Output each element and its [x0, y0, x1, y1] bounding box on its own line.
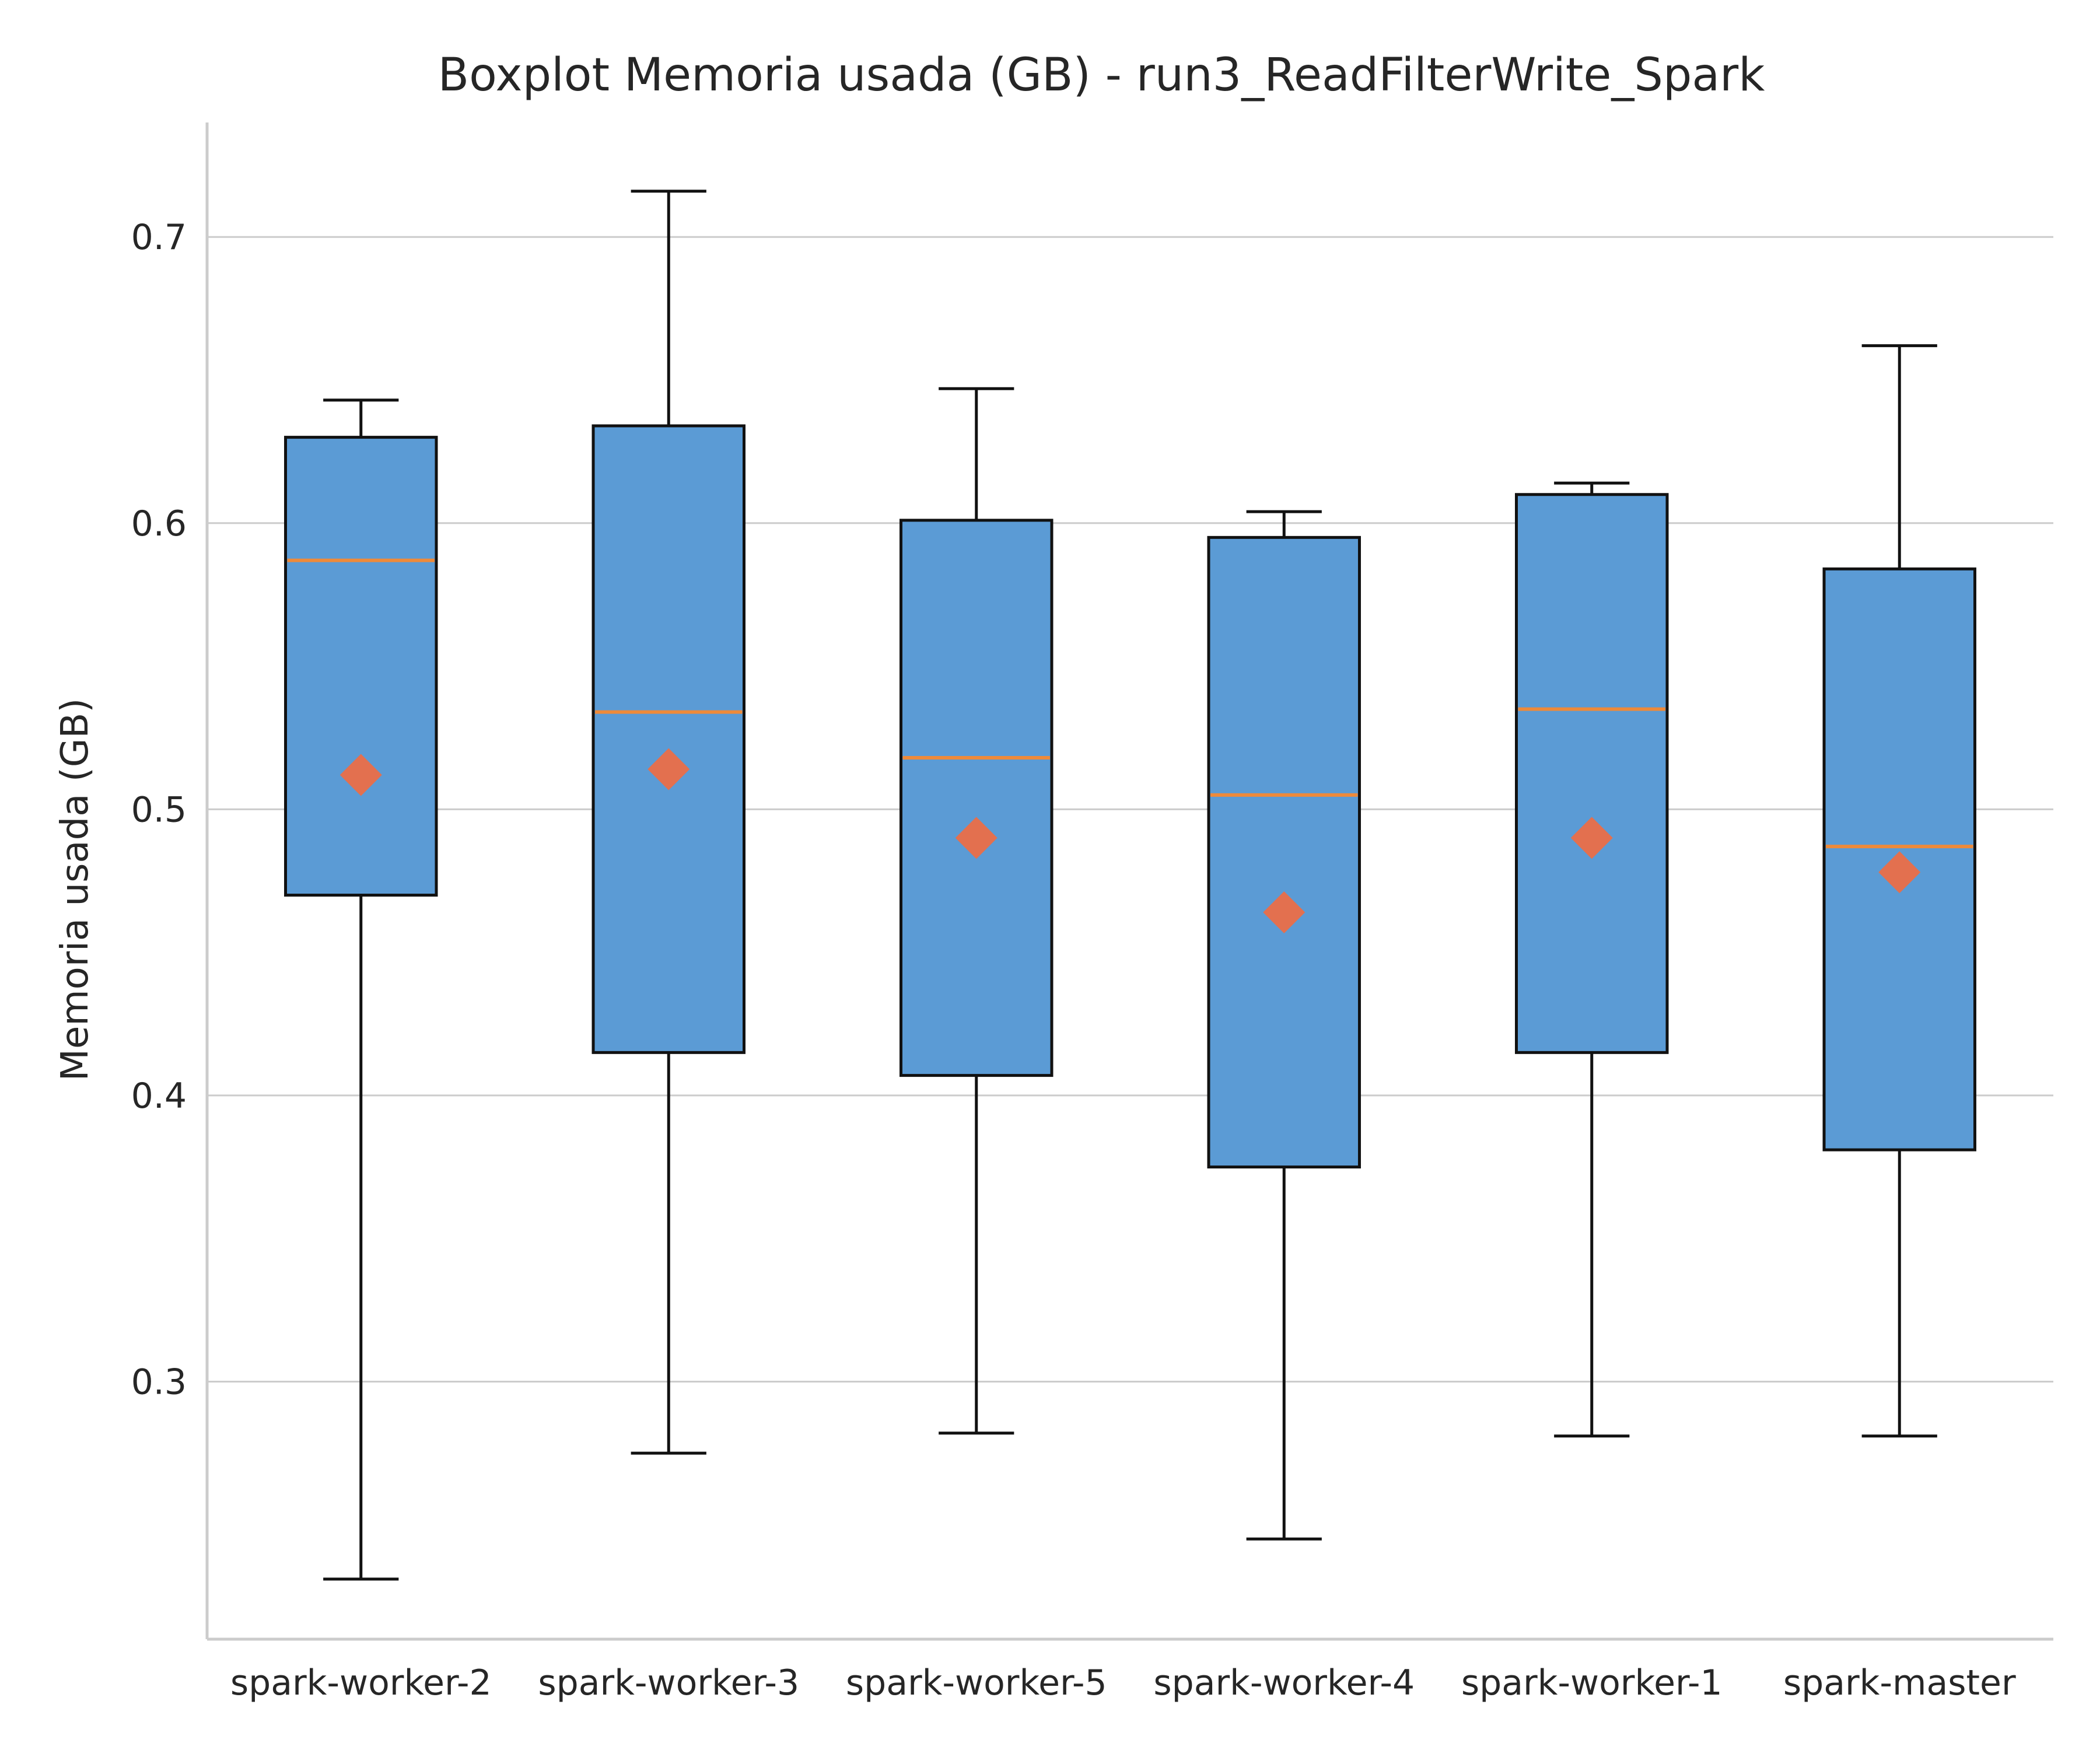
mean-marker	[1570, 817, 1613, 859]
y-tick-label: 0.5	[131, 789, 187, 830]
y-tick-label: 0.4	[131, 1076, 187, 1116]
x-tick-label: spark-worker-5	[846, 1662, 1107, 1703]
x-tick-label: spark-worker-1	[1461, 1662, 1723, 1703]
mean-marker	[1878, 851, 1921, 894]
box-spark-worker-3	[592, 190, 746, 1455]
y-axis-label: Memoria usada (GB)	[54, 698, 97, 1082]
y-tick-label: 0.3	[131, 1362, 187, 1402]
gridlines	[207, 236, 2053, 1382]
iqr-box	[592, 424, 746, 1054]
x-tick-label: spark-worker-2	[230, 1662, 492, 1703]
box-spark-worker-1	[1515, 481, 1669, 1438]
y-tick-label: 0.7	[131, 217, 187, 258]
box-spark-worker-2	[284, 398, 438, 1581]
box-spark-master	[1822, 344, 1976, 1438]
box-spark-worker-5	[900, 387, 1054, 1435]
iqr-box	[1207, 536, 1361, 1169]
mean-marker	[955, 817, 998, 859]
x-tick-label: spark-worker-3	[538, 1662, 799, 1703]
mean-marker	[340, 754, 382, 796]
boxes	[284, 190, 1976, 1581]
box-spark-worker-4	[1207, 510, 1361, 1541]
x-tick-label: spark-worker-4	[1153, 1662, 1415, 1703]
iqr-box	[1515, 493, 1669, 1054]
labels: 0.3 0.4 0.5 0.6 0.7 spark-worker-2 spark-worke…	[131, 217, 2016, 1703]
iqr-box	[284, 436, 438, 897]
chart-title: Boxplot Memoria usada (GB) - run3_ReadFi…	[438, 49, 1765, 102]
axes	[205, 123, 2053, 1641]
x-tick-label: spark-master	[1783, 1662, 2016, 1703]
y-tick-label: 0.6	[131, 503, 187, 544]
mean-marker	[648, 748, 690, 790]
iqr-box	[900, 519, 1054, 1077]
mean-marker	[1263, 891, 1306, 933]
